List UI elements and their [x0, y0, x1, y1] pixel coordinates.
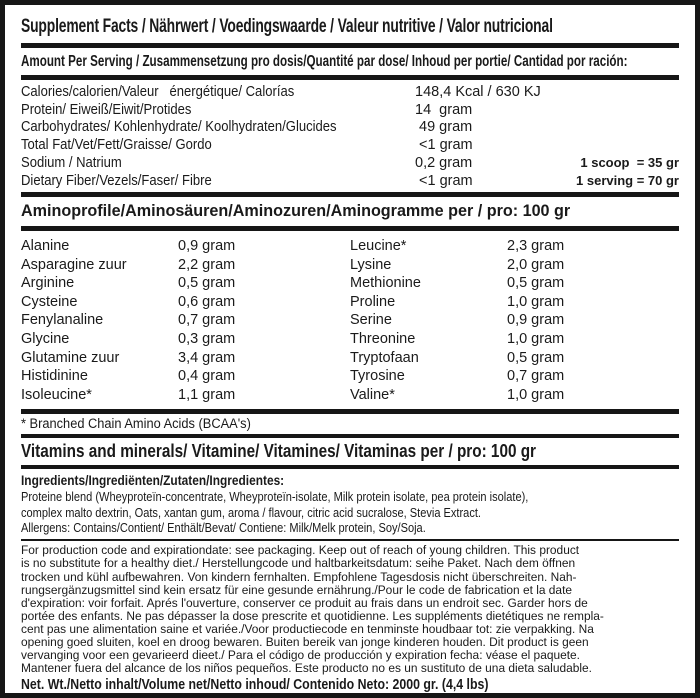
nutrient-row: Sodium / Natrium 0,2 gram 1 scoop = 35 g…: [21, 154, 679, 172]
amino-value: 1,0 gram: [507, 386, 565, 403]
amino-row: Glutamine zuur 3,4 gram Tryptofaan 0,5 g…: [21, 349, 679, 368]
label-title: Supplement Facts / Nährwert / Voedingswa…: [21, 16, 679, 38]
serving-size-note: 1 serving = 70 gr: [576, 172, 679, 188]
nutrient-label: Dietary Fiber/Vezels/Faser/ Fibre: [21, 172, 212, 189]
amino-value: 0,5 gram: [507, 275, 565, 292]
amino-name: Threonine: [350, 330, 416, 347]
section-divider: [21, 43, 679, 48]
bcaa-footnote-text: * Branched Chain Amino Acids (BCAA's): [21, 416, 251, 432]
nutrient-value: 14 gram: [415, 101, 473, 118]
nutrient-row: Total Fat/Vet/Fett/Graisse/ Gordo <1 gra…: [21, 137, 679, 155]
amino-row: Histidinine 0,4 gram Tyrosine 0,7 gram: [21, 367, 679, 386]
amino-value: 2,2 gram: [178, 256, 236, 273]
amino-section-header-text: Aminoprofile/Aminosäuren/Aminozuren/Amin…: [21, 201, 571, 220]
amino-value: 0,5 gram: [178, 275, 236, 292]
amino-value: 1,0 gram: [507, 293, 565, 310]
amino-name: Proline: [350, 293, 396, 310]
legal-text: For production code and expirationdate: …: [21, 543, 604, 676]
amino-name: Isoleucine*: [21, 386, 92, 403]
nutrient-label: Protein/ Eiweiß/Eiwit/Protides: [21, 101, 192, 118]
amino-value: 2,0 gram: [507, 256, 565, 273]
amino-name: Asparagine zuur: [21, 256, 127, 273]
nutrient-value: <1 gram: [415, 172, 473, 189]
amino-row: Cysteine 0,6 gram Proline 1,0 gram: [21, 293, 679, 312]
amino-name: Glycine: [21, 330, 70, 347]
amino-name: Alanine: [21, 238, 70, 254]
section-divider: [21, 409, 679, 415]
amount-per-serving-text: Amount Per Serving / Zusammensetzung pro…: [21, 53, 628, 70]
label-title-text: Supplement Facts / Nährwert / Voedingswa…: [21, 16, 553, 37]
amino-name: Fenylanaline: [21, 312, 104, 329]
amino-name: Histidinine: [21, 368, 88, 385]
amino-name: Lysine: [350, 256, 392, 273]
amino-row: Alanine 0,9 gram Leucine* 2,3 gram: [21, 237, 679, 256]
nutrient-row: Calories/calorien/Valeur énergétique/ Ca…: [21, 84, 679, 102]
nutrient-value: <1 gram: [415, 136, 473, 153]
net-weight: Net. Wt./Netto inhalt/Volume net/Netto i…: [21, 676, 679, 694]
amino-row: Arginine 0,5 gram Methionine 0,5 gram: [21, 274, 679, 293]
nutrient-label: Carbohydrates/ Kohlenhydrate/ Koolhydrat…: [21, 119, 337, 135]
amino-name: Tryptofaan: [350, 349, 419, 366]
amino-name: Methionine: [350, 275, 421, 292]
amino-row: Fenylanaline 0,7 gram Serine 0,9 gram: [21, 311, 679, 330]
amino-value: 0,3 gram: [178, 330, 236, 347]
nutrient-label: Total Fat/Vet/Fett/Graisse/ Gordo: [21, 136, 212, 153]
scoop-size-note: 1 scoop = 35 gr: [580, 155, 679, 170]
section-divider: [21, 434, 679, 439]
section-divider: [21, 192, 679, 197]
nutrient-value: 49 gram: [415, 119, 473, 135]
ingredients-section: Ingredients/Ingrediënten/Zutaten/Ingredi…: [21, 472, 679, 537]
amino-value: 0,4 gram: [178, 368, 236, 385]
amino-name: Valine*: [350, 386, 395, 403]
amino-name: Arginine: [21, 275, 75, 292]
vitamins-section-header: Vitamins and minerals/ Vitamine/ Vitamin…: [21, 441, 679, 463]
section-divider: [21, 226, 679, 231]
amino-name: Serine: [350, 312, 392, 329]
amino-row: Asparagine zuur 2,2 gram Lysine 2,0 gram: [21, 256, 679, 275]
ingredients-heading: Ingredients/Ingrediënten/Zutaten/Ingredi…: [21, 472, 285, 489]
amino-value: 0,9 gram: [507, 312, 565, 329]
nutrient-value: 148,4 Kcal / 630 KJ: [415, 84, 541, 100]
net-weight-text: Net. Wt./Netto inhalt/Volume net/Netto i…: [21, 677, 489, 694]
vitamins-section-header-text: Vitamins and minerals/ Vitamine/ Vitamin…: [21, 441, 537, 462]
amino-value: 3,4 gram: [178, 349, 236, 366]
nutrient-row: Dietary Fiber/Vezels/Faser/ Fibre <1 gra…: [21, 172, 679, 190]
amino-name: Leucine*: [350, 238, 407, 254]
nutrient-table: Calories/calorien/Valeur énergétique/ Ca…: [21, 80, 679, 192]
nutrient-row: Carbohydrates/ Kohlenhydrate/ Koolhydrat…: [21, 119, 679, 137]
thin-divider: [21, 539, 679, 542]
nutrient-label: Calories/calorien/Valeur énergétique/ Ca…: [21, 84, 295, 100]
ingredients-text: Proteine blend (Wheyproteïn-concentrate,…: [21, 489, 529, 536]
amount-per-serving-header: Amount Per Serving / Zusammensetzung pro…: [21, 52, 679, 72]
amino-value: 0,7 gram: [178, 312, 236, 329]
nutrient-label: Sodium / Natrium: [21, 155, 122, 171]
amino-row: Isoleucine* 1,1 gram Valine* 1,0 gram: [21, 386, 679, 405]
nutrient-value: 0,2 gram: [415, 155, 473, 171]
amino-name: Cysteine: [21, 293, 78, 310]
amino-row: Glycine 0,3 gram Threonine 1,0 gram: [21, 330, 679, 349]
nutrient-row: Protein/ Eiweiß/Eiwit/Protides 14 gram: [21, 102, 679, 120]
amino-name: Tyrosine: [350, 368, 405, 385]
amino-value: 0,6 gram: [178, 293, 236, 310]
amino-name: Glutamine zuur: [21, 349, 120, 366]
amino-value: 1,0 gram: [507, 330, 565, 347]
section-divider: [21, 75, 679, 80]
amino-value: 0,9 gram: [178, 238, 236, 254]
amino-value: 0,5 gram: [507, 349, 565, 366]
amino-table: Alanine 0,9 gram Leucine* 2,3 gram Aspar…: [21, 231, 679, 409]
bcaa-footnote: * Branched Chain Amino Acids (BCAA's): [21, 416, 679, 432]
amino-value: 1,1 gram: [178, 386, 236, 403]
amino-value: 2,3 gram: [507, 238, 565, 254]
amino-value: 0,7 gram: [507, 368, 565, 385]
section-divider: [21, 465, 679, 470]
amino-section-header: Aminoprofile/Aminosäuren/Aminozuren/Amin…: [21, 200, 679, 223]
